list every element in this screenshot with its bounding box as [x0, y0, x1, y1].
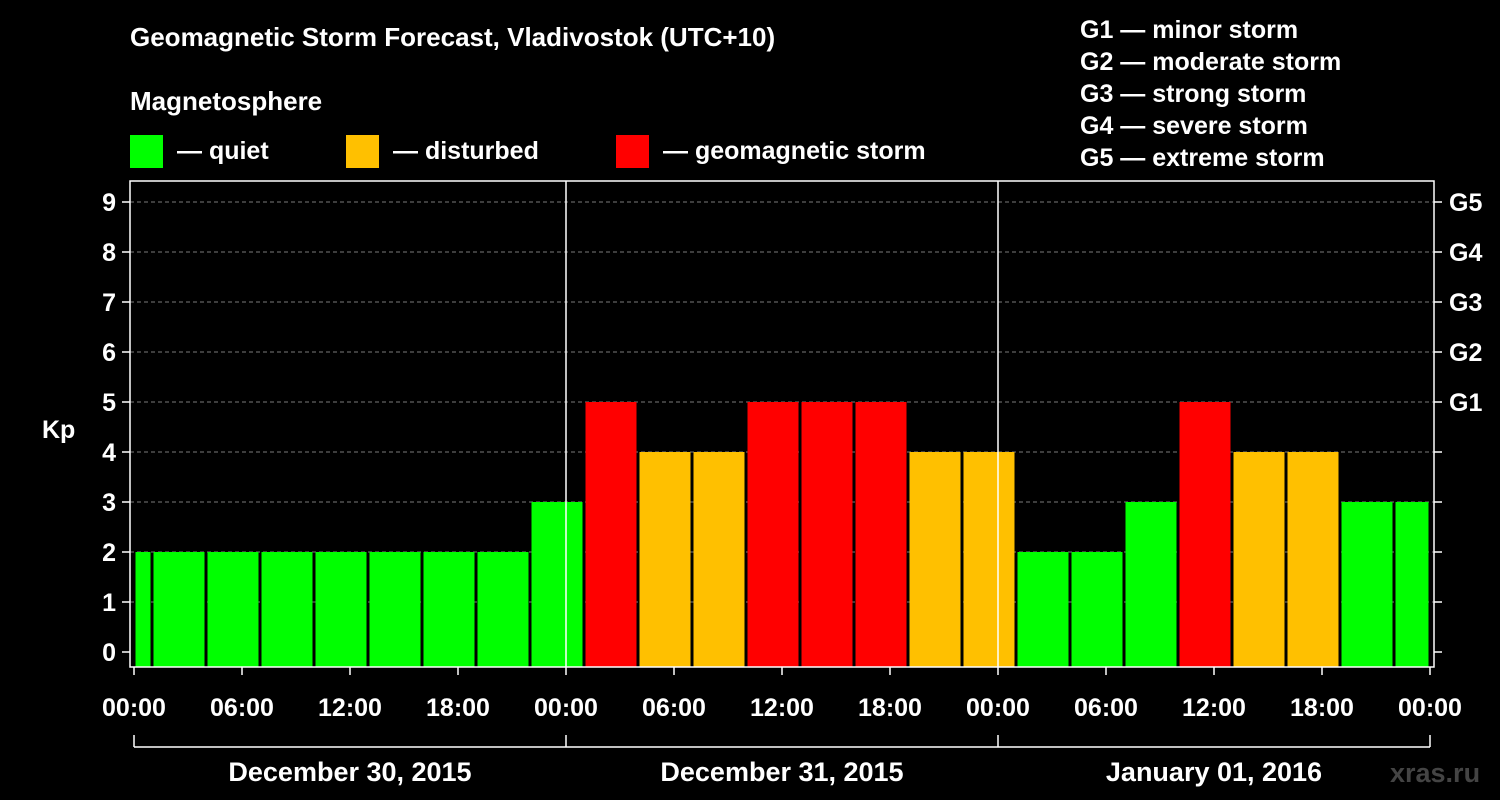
x-tick-label: 06:00: [642, 694, 706, 722]
x-tick-label: 18:00: [858, 694, 922, 722]
legend-label-storm: — geomagnetic storm: [663, 136, 926, 165]
kp-bar: [639, 452, 691, 667]
kp-bar: [747, 402, 799, 667]
kp-bar: [585, 402, 637, 667]
kp-bar: [909, 452, 961, 667]
legend-heading: Magnetosphere: [130, 86, 323, 116]
kp-bar: [261, 552, 313, 667]
kp-bar: [1233, 452, 1285, 667]
kp-bar: [1287, 452, 1339, 667]
kp-bar: [1341, 502, 1393, 667]
g-level-label: G1: [1449, 389, 1482, 417]
g-level-label: G3: [1449, 289, 1482, 317]
kp-bar: [369, 552, 421, 667]
kp-bar: [531, 502, 583, 667]
legend-swatch-disturbed: [346, 134, 379, 168]
legend-item-quiet: — quiet: [130, 134, 269, 168]
x-tick-label: 12:00: [1182, 694, 1246, 722]
y-tick-label: 0: [102, 639, 116, 667]
g-scale-legend: G1 — minor storm G2 — moderate storm G3 …: [1080, 14, 1341, 174]
kp-bar: [135, 552, 151, 667]
x-tick-label: 12:00: [750, 694, 814, 722]
y-tick-label: 5: [102, 389, 116, 417]
x-tick-label: 00:00: [1398, 694, 1462, 722]
legend-label-quiet: — quiet: [177, 136, 269, 165]
kp-bar: [1179, 402, 1231, 667]
kp-bar: [1071, 552, 1123, 667]
chart-title: Geomagnetic Storm Forecast, Vladivostok …: [130, 22, 776, 52]
kp-bar: [801, 402, 853, 667]
kp-bar: [477, 552, 529, 667]
y-tick-label: 3: [102, 489, 116, 517]
kp-bar: [1017, 552, 1069, 667]
y-tick-label: 2: [102, 539, 116, 567]
x-tick-label: 06:00: [210, 694, 274, 722]
y-tick-label: 6: [102, 339, 116, 367]
kp-bar: [315, 552, 367, 667]
x-tick-label: 00:00: [966, 694, 1030, 722]
kp-bar: [963, 452, 1015, 667]
g-scale-g3: G3 — strong storm: [1080, 80, 1307, 108]
legend-swatch-quiet: [130, 134, 163, 168]
y-tick-label: 4: [102, 439, 116, 467]
x-tick-label: 18:00: [1290, 694, 1354, 722]
y-axis-label: Kp: [42, 416, 75, 444]
x-tick-label: 12:00: [318, 694, 382, 722]
y-tick-label: 8: [102, 239, 116, 267]
watermark: xras.ru: [1390, 758, 1481, 788]
g-scale-g1: G1 — minor storm: [1080, 16, 1299, 44]
g-level-label: G5: [1449, 189, 1482, 217]
x-tick-label: 18:00: [426, 694, 490, 722]
x-tick-label: 00:00: [534, 694, 598, 722]
y-tick-label: 7: [102, 289, 116, 317]
y-tick-label: 9: [102, 189, 116, 217]
g-level-label: G4: [1449, 239, 1482, 267]
kp-bar: [1125, 502, 1177, 667]
g-scale-g5: G5 — extreme storm: [1080, 144, 1325, 172]
legend-label-disturbed: — disturbed: [393, 136, 539, 165]
legend-swatch-storm: [616, 134, 649, 168]
g-scale-g4: G4 — severe storm: [1080, 112, 1308, 140]
y-tick-label: 1: [102, 589, 116, 617]
g-scale-g2: G2 — moderate storm: [1080, 48, 1342, 76]
kp-bar: [207, 552, 259, 667]
legend-item-disturbed: — disturbed: [346, 134, 539, 168]
day-label: December 31, 2015: [660, 757, 903, 787]
day-label: December 30, 2015: [228, 757, 471, 787]
g-level-label: G2: [1449, 339, 1482, 367]
kp-bar: [693, 452, 745, 667]
kp-bar: [153, 552, 205, 667]
kp-bar: [855, 402, 907, 667]
x-tick-label: 00:00: [102, 694, 166, 722]
x-tick-label: 06:00: [1074, 694, 1138, 722]
kp-bar: [423, 552, 475, 667]
legend-item-storm: — geomagnetic storm: [616, 134, 926, 168]
day-label: January 01, 2016: [1106, 757, 1322, 787]
kp-bar: [1395, 502, 1429, 667]
